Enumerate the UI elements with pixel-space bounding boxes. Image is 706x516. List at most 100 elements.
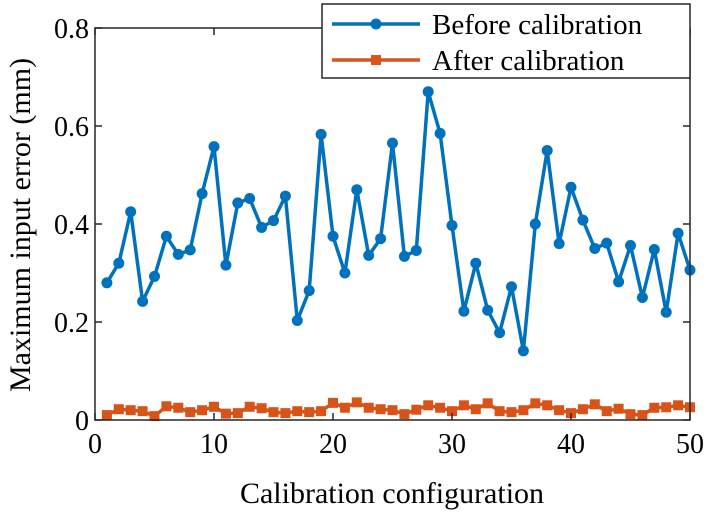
data-point-s2-20 [328, 397, 338, 408]
axes-layer: 0 10 20 30 40 50 0 0.2 0.4 0.6 0.8 [54, 14, 704, 460]
data-point-s2-5 [149, 411, 160, 422]
data-point-s1-32 [470, 257, 482, 269]
legend-label-1: Before calibration [432, 9, 643, 41]
data-point-s2-42 [589, 399, 600, 410]
data-point-s1-16 [279, 190, 291, 202]
data-point-s2-45 [625, 409, 636, 420]
data-point-s2-43 [601, 406, 612, 417]
x-tick-label: 40 [557, 429, 585, 460]
data-point-s1-21 [339, 267, 351, 279]
x-tick-label: 50 [676, 429, 704, 460]
legend: Before calibration After calibration [321, 3, 691, 79]
data-point-s2-44 [613, 403, 624, 414]
series-layer [101, 86, 696, 422]
data-point-s2-33 [482, 398, 493, 409]
data-point-s2-8 [185, 407, 196, 418]
data-point-s2-19 [316, 406, 327, 417]
data-point-s2-25 [387, 405, 398, 416]
data-point-s2-22 [351, 397, 362, 408]
data-point-s2-6 [161, 401, 172, 412]
legend-box [321, 3, 691, 79]
x-tick-label: 10 [200, 429, 228, 460]
data-point-s1-15 [268, 215, 279, 227]
data-point-s2-27 [411, 404, 422, 415]
data-point-s1-35 [506, 281, 517, 293]
data-point-s1-19 [315, 128, 327, 140]
data-point-s1-31 [458, 305, 470, 317]
data-point-s1-22 [351, 184, 363, 196]
data-point-s2-41 [577, 404, 588, 415]
data-point-s1-17 [291, 315, 303, 327]
x-tick-label: 0 [88, 429, 102, 460]
data-point-s2-1 [101, 410, 112, 421]
data-point-s1-26 [398, 250, 410, 262]
data-point-s1-37 [529, 218, 541, 230]
data-point-s2-39 [554, 405, 565, 416]
data-point-s2-30 [447, 406, 457, 417]
data-point-s2-37 [530, 398, 541, 409]
data-point-s2-4 [137, 406, 148, 417]
y-tick-label: 0.8 [54, 14, 89, 45]
data-point-s2-49 [673, 400, 684, 411]
data-point-s1-28 [422, 86, 434, 98]
data-point-s2-14 [256, 403, 267, 414]
data-point-s1-13 [244, 193, 256, 205]
data-point-s2-10 [209, 401, 219, 412]
data-point-s2-32 [470, 404, 481, 415]
data-point-s2-18 [304, 407, 315, 418]
data-point-s2-13 [244, 401, 255, 412]
data-point-s1-3 [125, 206, 137, 218]
data-point-s2-31 [458, 400, 469, 411]
data-point-s2-36 [518, 405, 529, 416]
data-point-s1-36 [517, 345, 529, 357]
data-point-s2-29 [435, 402, 446, 413]
data-point-s2-3 [125, 405, 136, 416]
data-point-s1-14 [256, 221, 268, 233]
data-point-s2-16 [280, 408, 291, 419]
data-point-s1-45 [625, 240, 636, 252]
y-tick-label: 0.6 [54, 112, 89, 143]
data-point-s1-44 [613, 276, 625, 288]
data-point-s1-47 [648, 243, 660, 255]
y-tick-label: 0 [75, 406, 89, 437]
data-point-s2-47 [649, 402, 660, 413]
data-point-s1-24 [375, 233, 387, 245]
data-point-s1-33 [482, 304, 494, 316]
data-point-s1-5 [149, 270, 160, 282]
data-point-s2-28 [423, 400, 434, 411]
data-point-s1-6 [160, 230, 172, 242]
data-point-s1-29 [434, 127, 446, 139]
data-point-s1-41 [577, 214, 589, 226]
data-point-s2-11 [220, 408, 231, 419]
data-point-s2-48 [661, 402, 672, 413]
data-point-s2-23 [363, 402, 374, 413]
data-point-s1-38 [541, 145, 553, 156]
data-point-s2-15 [268, 407, 279, 418]
data-point-s2-35 [506, 407, 517, 418]
data-point-s1-12 [232, 197, 244, 209]
data-point-s1-49 [672, 227, 684, 239]
data-point-s2-17 [292, 406, 303, 417]
data-point-s1-9 [196, 188, 208, 200]
data-point-s2-12 [232, 408, 243, 419]
data-point-s1-4 [137, 295, 149, 307]
data-point-s1-10 [208, 141, 220, 153]
data-point-s1-48 [660, 306, 672, 318]
data-point-s1-20 [327, 230, 339, 242]
legend-marker-2 [371, 55, 381, 65]
y-tick-label: 0.4 [54, 210, 89, 241]
data-point-s2-2 [113, 404, 124, 415]
y-axis-title: Maximum input error (mm) [4, 58, 37, 392]
x-tick-label: 30 [438, 429, 466, 460]
data-point-s2-38 [542, 400, 553, 411]
data-point-s2-7 [173, 402, 184, 413]
data-point-s1-34 [494, 327, 506, 339]
data-point-s1-2 [113, 257, 125, 269]
legend-marker-1 [370, 18, 382, 30]
x-axis-title: Calibration configuration [240, 477, 544, 510]
data-point-s1-25 [387, 137, 398, 149]
y-tick-label: 0.2 [54, 308, 89, 339]
data-point-s2-34 [494, 406, 505, 417]
data-point-s1-39 [553, 238, 565, 250]
